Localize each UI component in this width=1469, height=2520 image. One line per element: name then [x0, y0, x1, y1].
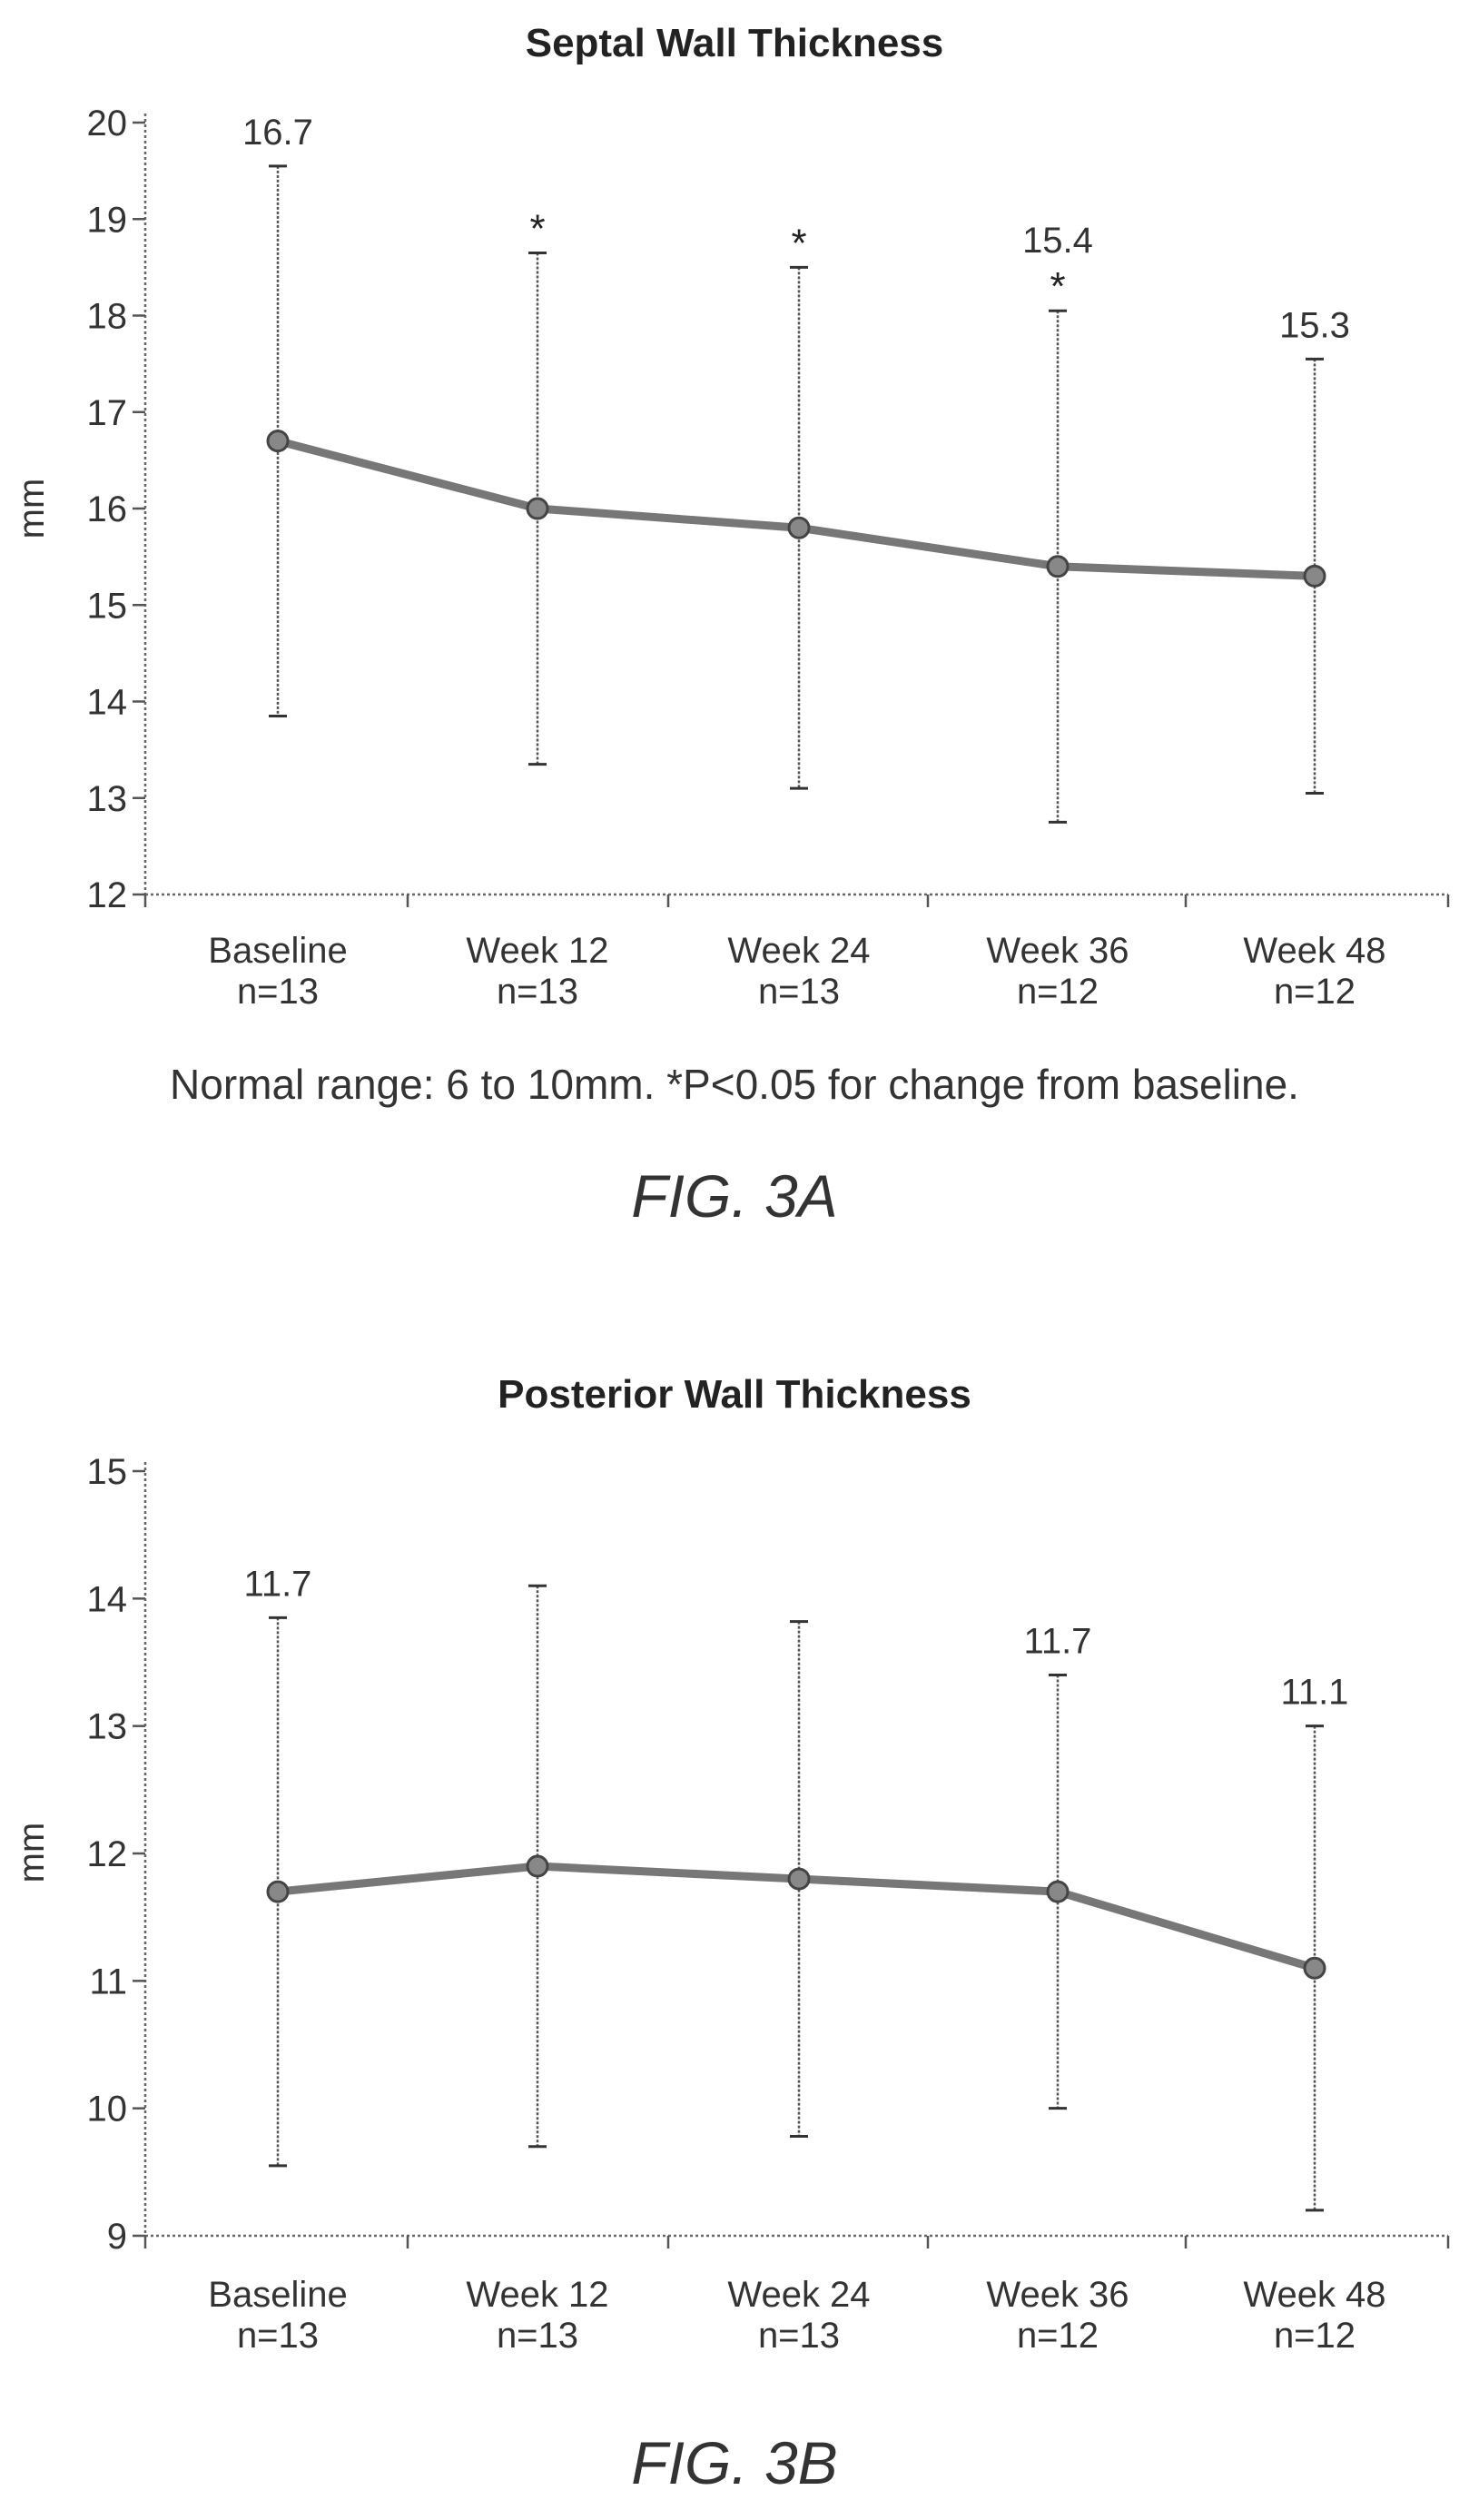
data-point — [1303, 1956, 1326, 1980]
data-label: 11.7 — [244, 1564, 312, 1604]
y-axis-label: mm — [12, 1823, 52, 1883]
x-category-count: n=13 — [237, 972, 319, 1012]
series-line — [276, 437, 1316, 580]
y-tick-label: 16 — [87, 489, 128, 529]
x-category-count: n=12 — [1017, 2316, 1099, 2356]
y-tick-label: 12 — [87, 875, 128, 915]
y-tick-label: 15 — [87, 586, 128, 626]
chart-note: Normal range: 6 to 10mm. *P<0.05 for cha… — [170, 1061, 1299, 1108]
y-tick-label: 20 — [87, 104, 128, 143]
x-category-label: Week 48 — [1243, 931, 1385, 971]
x-category-label: Week 36 — [986, 2275, 1129, 2315]
data-label: 15.4 — [1022, 221, 1093, 261]
data-point — [1303, 564, 1326, 588]
chart-title: Septal Wall Thickness — [526, 21, 944, 65]
y-tick-label: 14 — [87, 1579, 128, 1619]
figure-label: FIG. 3B — [631, 2429, 837, 2496]
x-category-count: n=12 — [1274, 972, 1356, 1012]
x-category-count: n=13 — [497, 2316, 578, 2356]
x-category-label: Week 12 — [466, 2275, 608, 2315]
y-tick-label: 13 — [87, 1707, 128, 1747]
data-point — [1046, 555, 1070, 578]
y-tick-label: 18 — [87, 297, 128, 337]
x-category-count: n=13 — [758, 2316, 840, 2356]
posterior-wall-chart: Posterior Wall Thickness mm 9 10 11 12 13 14 15 B… — [12, 1372, 1450, 2496]
y-tick-label: 13 — [87, 779, 128, 819]
x-category-label: Week 48 — [1243, 2275, 1385, 2315]
x-category-count: n=12 — [1274, 2316, 1356, 2356]
y-tick-label: 17 — [87, 393, 128, 433]
y-tick-label: 15 — [87, 1452, 128, 1492]
x-category-count: n=13 — [758, 972, 840, 1012]
y-tick-label: 12 — [87, 1834, 128, 1874]
y-axis-label: mm — [12, 479, 52, 539]
x-category-label: Week 24 — [727, 931, 870, 971]
chart-title: Posterior Wall Thickness — [498, 1372, 971, 1417]
data-point — [526, 1854, 549, 1878]
y-tick-label: 19 — [87, 200, 128, 240]
x-category-label: Baseline — [208, 2275, 347, 2315]
data-point — [787, 516, 811, 539]
data-label: 16.7 — [242, 113, 313, 153]
y-tick-label: 10 — [87, 2090, 128, 2130]
data-point — [266, 430, 290, 453]
x-category-label: Baseline — [208, 931, 347, 971]
y-tick-label: 9 — [107, 2217, 127, 2257]
septal-wall-chart: Septal Wall Thickness mm 12 13 14 15 16 17 18 19 2… — [12, 21, 1450, 1230]
data-label: 15.3 — [1279, 305, 1350, 345]
figure-label: FIG. 3A — [631, 1162, 837, 1230]
y-tick-label: 11 — [89, 1962, 127, 2001]
significance-marker: * — [1050, 264, 1065, 309]
x-category-count: n=13 — [237, 2316, 319, 2356]
x-category-count: n=12 — [1017, 972, 1099, 1012]
significance-marker: * — [529, 206, 545, 251]
data-point — [266, 1880, 290, 1903]
data-label: 11.7 — [1024, 1622, 1092, 1662]
x-category-count: n=13 — [497, 972, 578, 1012]
y-tick-label: 14 — [87, 683, 128, 723]
x-category-label: Week 36 — [986, 931, 1129, 971]
data-label: 11.1 — [1281, 1673, 1349, 1713]
data-point — [526, 497, 549, 520]
x-category-label: Week 24 — [727, 2275, 870, 2315]
significance-marker: * — [791, 221, 806, 265]
data-point — [1046, 1880, 1070, 1903]
data-point — [787, 1867, 811, 1891]
x-category-label: Week 12 — [466, 931, 608, 971]
